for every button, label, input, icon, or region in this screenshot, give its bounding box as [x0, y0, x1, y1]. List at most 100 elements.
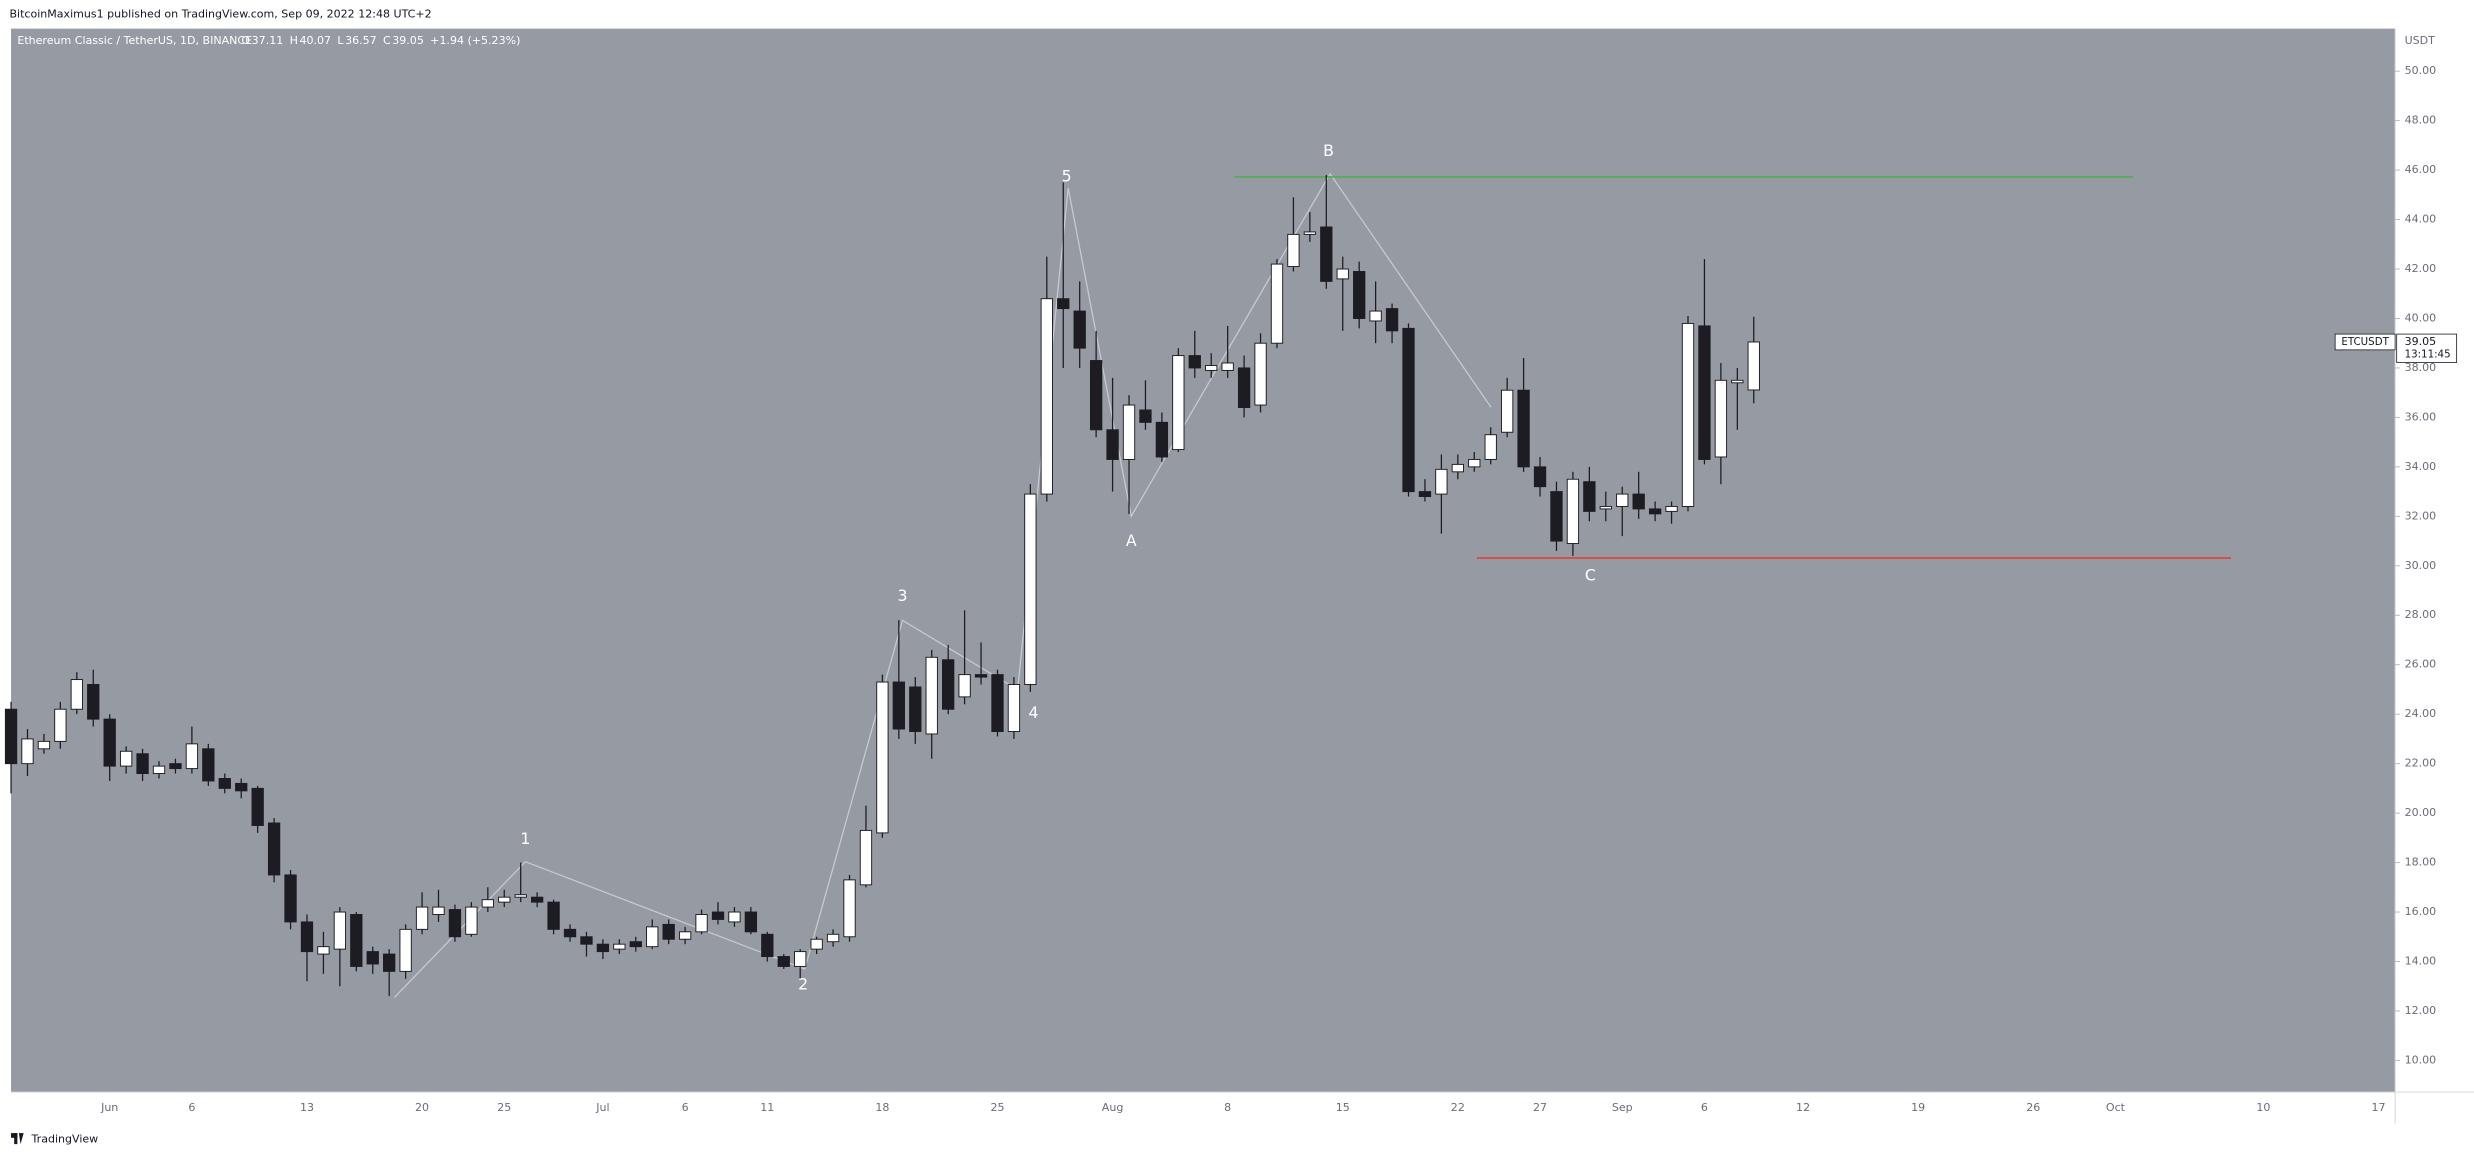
x-tick-label: 10 [2256, 1101, 2270, 1114]
candle-body [87, 684, 100, 720]
candle-body [1237, 367, 1251, 408]
candle-body [843, 879, 856, 938]
candle-body [662, 923, 675, 940]
ohlc-value: 36.57 [345, 34, 377, 47]
candle-body [1731, 379, 1744, 384]
x-tick-label: 17 [2371, 1101, 2385, 1114]
x-tick-label: Jun [100, 1101, 118, 1114]
wave-label: 1 [520, 829, 530, 848]
candle-body [1468, 458, 1481, 468]
candle-body [744, 911, 758, 933]
x-tick-label: 11 [760, 1101, 774, 1114]
candle-body [1665, 505, 1678, 512]
y-tick-label: 46.00 [2405, 163, 2437, 176]
x-tick-label: Sep [1612, 1101, 1633, 1114]
candle-body [432, 906, 445, 915]
candle-body [1369, 310, 1382, 322]
x-tick-label: 8 [1224, 1101, 1231, 1114]
candle-body [826, 933, 840, 943]
candle-body [1106, 429, 1119, 460]
ohlc-letter: O [241, 34, 250, 47]
candle-body [547, 901, 560, 930]
candle-body [1155, 421, 1169, 458]
symbol-title: Ethereum Classic / TetherUS, 1D, BINANCE [17, 34, 252, 47]
y-tick-label: 16.00 [2405, 905, 2437, 918]
candle-body [317, 946, 330, 955]
candle-body [1254, 342, 1267, 406]
wave-label: 3 [897, 586, 907, 605]
wave-label: A [1126, 531, 1137, 550]
candle-body [251, 787, 264, 826]
candle-body [1402, 327, 1415, 493]
candle-body [761, 933, 774, 958]
x-tick-label: Oct [2106, 1101, 2126, 1114]
y-tick-label: 48.00 [2405, 114, 2437, 127]
candle-body [235, 782, 248, 792]
candle-body [267, 822, 281, 876]
price-tag-value: 39.05 [2405, 335, 2437, 348]
candle-body [448, 909, 462, 938]
candle-body [942, 659, 955, 710]
x-tick-label: 15 [1336, 1101, 1350, 1114]
candle-body [613, 943, 626, 950]
y-tick-label: 26.00 [2405, 658, 2437, 671]
candle-body [1533, 466, 1547, 488]
wave-label: 2 [798, 974, 808, 993]
publisher-line: BitcoinMaximus1 published on TradingView… [9, 7, 431, 20]
candle-body [514, 894, 527, 898]
candle-body [1484, 434, 1497, 460]
y-tick-label: 32.00 [2405, 509, 2437, 522]
candle-body [646, 926, 659, 948]
tradingview-logo [11, 1133, 24, 1145]
candle-body [1583, 481, 1596, 512]
y-tick-label: 20.00 [2405, 806, 2437, 819]
candle-body [1139, 409, 1152, 423]
candle-body [1024, 493, 1037, 685]
candle-body [1221, 362, 1234, 371]
candle-body [678, 931, 692, 940]
x-tick-label: 26 [2026, 1101, 2040, 1114]
y-unit: USDT [2405, 34, 2436, 47]
candle-body [876, 681, 889, 834]
candle-body [958, 674, 971, 698]
candle-body [1287, 233, 1300, 268]
candle-body [366, 951, 379, 965]
candle-body [1122, 404, 1136, 460]
x-tick-label: 6 [682, 1101, 689, 1114]
y-tick-label: 36.00 [2405, 410, 2437, 423]
candle-body [695, 914, 708, 933]
candle-body [21, 738, 34, 765]
candle-body [1616, 493, 1629, 507]
candle-body [580, 936, 593, 945]
candle-body [300, 921, 314, 953]
candle-body [1550, 491, 1563, 542]
candle-body [185, 743, 199, 770]
candle-body [925, 656, 938, 735]
candle-body [202, 748, 215, 782]
y-tick-label: 28.00 [2405, 608, 2437, 621]
change: +1.94 (+5.23%) [430, 34, 520, 47]
candle-body [1040, 298, 1053, 495]
wave-label: C [1585, 566, 1596, 585]
candle-body [70, 679, 83, 710]
y-tick-label: 40.00 [2405, 311, 2437, 324]
candle-body [794, 951, 807, 967]
candle-body [1418, 491, 1432, 498]
ohlc-letter: L [337, 34, 344, 47]
x-tick-label: 25 [990, 1101, 1004, 1114]
candle-body [54, 708, 67, 742]
x-tick-label: 18 [875, 1101, 889, 1114]
candle-body [1517, 389, 1530, 468]
y-tick-label: 50.00 [2405, 64, 2437, 77]
candle-body [1632, 493, 1645, 510]
candle-body [1172, 355, 1185, 451]
candle-body [1057, 298, 1070, 310]
candle-body [415, 906, 429, 930]
y-tick-label: 44.00 [2405, 213, 2437, 226]
x-tick-label: 22 [1451, 1101, 1465, 1114]
candle-body [777, 956, 790, 967]
candle-body [892, 681, 905, 730]
candle-body [1353, 271, 1366, 319]
candle-body [333, 911, 347, 950]
